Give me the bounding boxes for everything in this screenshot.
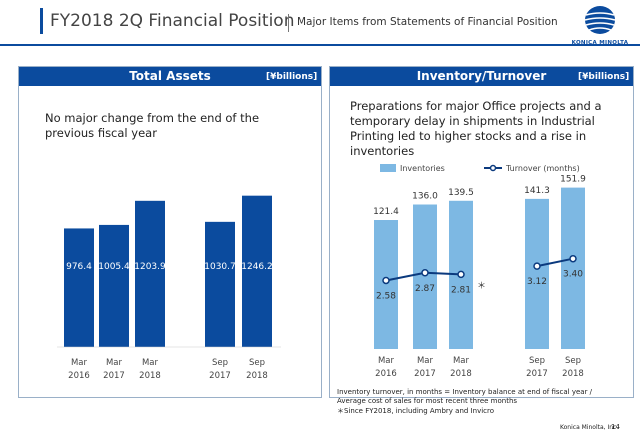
x-tick-label: Mar	[453, 356, 470, 366]
bar-total-assets	[64, 228, 94, 347]
panel-header: Total Assets [¥billions]	[19, 67, 321, 86]
logo-globe-icon	[584, 6, 616, 34]
x-tick-label: Mar	[71, 358, 88, 368]
panel-title: Inventory/Turnover	[416, 69, 547, 83]
x-tick-label: 2018	[450, 369, 472, 379]
x-tick-label: Mar	[106, 358, 123, 368]
bar-value-label: 1203.9	[134, 262, 166, 272]
bar-total-assets	[99, 224, 129, 347]
turnover-point	[421, 269, 429, 277]
annotation-star: ＊	[477, 281, 486, 291]
bar-inventories	[561, 187, 585, 349]
panel-title: Total Assets	[129, 69, 211, 83]
bar-value-label: 121.4	[373, 207, 399, 217]
x-tick-label: 2017	[103, 371, 125, 381]
x-tick-label: Sep	[212, 358, 228, 368]
page-number: 14	[611, 423, 620, 431]
note-line: Average cost of sales for most recent th…	[337, 397, 518, 405]
inventory-chart: Inventories Turnover (months) 121.4 Mar 2016…	[373, 164, 586, 379]
note-line: ＊Since FY2018, including Ambry and Invic…	[337, 407, 495, 415]
x-tick-label: Sep	[565, 356, 581, 366]
total-assets-panel: Total Assets [¥billions] No major change…	[18, 66, 322, 398]
turnover-value-label: 3.12	[527, 277, 547, 287]
turnover-value-label: 3.40	[563, 270, 583, 280]
panel-description: No major change from the end of the prev…	[45, 111, 260, 140]
x-tick-label: 2016	[68, 371, 90, 381]
header-rule	[0, 44, 640, 46]
bar-value-label: 1030.7	[204, 262, 236, 272]
note-line: Inventory turnover, in months = Inventor…	[337, 388, 593, 396]
x-tick-label: Sep	[529, 356, 545, 366]
bar-total-assets	[242, 195, 272, 347]
x-tick-label: Mar	[378, 356, 395, 366]
turnover-value-label: 2.87	[415, 284, 435, 294]
x-tick-label: Sep	[249, 358, 265, 368]
header-accent-bar	[40, 8, 43, 34]
x-tick-label: Mar	[417, 356, 434, 366]
x-tick-label: 2018	[139, 371, 161, 381]
x-tick-label: Mar	[142, 358, 159, 368]
footer-company: Konica Minolta, Inc.	[560, 424, 619, 431]
inventory-panel: Inventory/Turnover [¥billions] Preparati…	[329, 66, 634, 398]
bar-total-assets	[205, 221, 235, 347]
total-assets-chart: 976.4 Mar 2016 1005.4 Mar 2017 1203.9 Mar 2018 10…	[57, 195, 281, 381]
bar-inventories	[374, 220, 398, 349]
turnover-value-label: 2.81	[451, 285, 471, 295]
page-title: FY2018 2Q Financial Position	[50, 11, 295, 31]
bar-inventories	[413, 204, 437, 349]
panel-description: Preparations for major Office projects a…	[350, 99, 602, 158]
x-tick-label: 2016	[375, 369, 397, 379]
x-tick-label: 2018	[562, 369, 584, 379]
unit-label: [¥billions]	[266, 72, 318, 82]
unit-label: [¥billions]	[578, 72, 630, 82]
panel-header: Inventory/Turnover [¥billions]	[330, 67, 633, 86]
turnover-point	[569, 254, 577, 263]
bar-value-label: 976.4	[66, 262, 92, 272]
turnover-line	[536, 257, 574, 268]
company-logo: KONICA MINOLTA	[566, 5, 634, 46]
bar-inventories	[525, 198, 549, 349]
bar-value-label: 141.3	[524, 186, 550, 196]
legend-marker	[489, 164, 497, 172]
bar-value-label: 139.5	[448, 188, 474, 198]
turnover-point	[533, 262, 541, 270]
x-tick-label: 2018	[246, 371, 268, 381]
turnover-value-label: 2.58	[376, 291, 396, 301]
x-tick-label: 2017	[414, 369, 436, 379]
logo-text: KONICA MINOLTA	[571, 40, 629, 46]
turnover-point	[457, 270, 465, 279]
x-tick-label: 2017	[526, 369, 548, 379]
page-subtitle: Major Items from Statements of Financial…	[297, 16, 558, 28]
header-divider	[288, 14, 289, 32]
bar-value-label: 151.9	[560, 175, 586, 185]
bar-value-label: 1005.4	[98, 262, 130, 272]
bar-total-assets	[135, 200, 165, 347]
legend-label: Inventories	[400, 164, 445, 173]
x-tick-label: 2017	[209, 371, 231, 381]
bar-value-label: 1246.2	[241, 262, 273, 272]
turnover-point	[382, 276, 390, 285]
bar-value-label: 136.0	[412, 192, 438, 202]
legend-swatch-inventories	[380, 164, 396, 172]
legend-label: Turnover (months)	[505, 164, 580, 173]
